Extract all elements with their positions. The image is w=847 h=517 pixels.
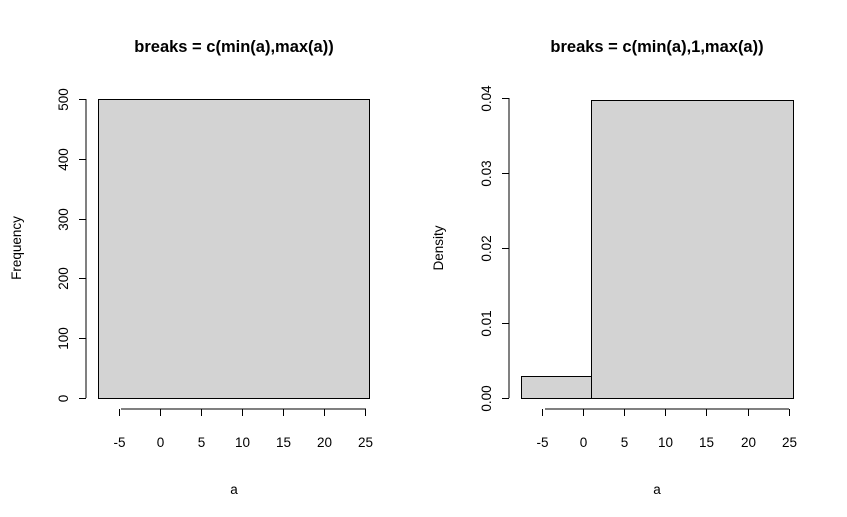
x-axis-label: a xyxy=(653,482,661,497)
y-axis-ticks: 0 100 200 300 400 500 xyxy=(56,88,86,402)
y-tick-label: 100 xyxy=(56,327,71,350)
y-tick-label: 0.02 xyxy=(479,235,494,261)
panel-frequency-histogram: breaks = c(min(a),max(a)) -5 0 5 10 15 20 25 0… xyxy=(9,38,373,497)
x-axis-ticks: -5 0 5 10 15 20 25 xyxy=(113,409,373,450)
bars xyxy=(98,99,370,399)
x-tick-label: 5 xyxy=(198,435,206,450)
histogram-bar xyxy=(98,99,370,399)
x-tick-label: 15 xyxy=(699,435,714,450)
y-tick-label: 0.01 xyxy=(479,310,494,336)
y-axis-label: Density xyxy=(431,225,446,270)
x-tick-label: 10 xyxy=(235,435,250,450)
y-tick-label: 400 xyxy=(56,148,71,171)
y-tick-label: 0 xyxy=(56,395,71,403)
y-tick-label: 0.00 xyxy=(479,385,494,411)
y-axis-ticks: 0.00 0.01 0.02 0.03 0.04 xyxy=(479,85,509,412)
y-tick-label: 300 xyxy=(56,208,71,231)
x-tick-label: 25 xyxy=(782,435,797,450)
y-tick-label: 200 xyxy=(56,267,71,290)
y-tick-label: 0.03 xyxy=(479,160,494,186)
x-tick-label: 25 xyxy=(358,435,373,450)
chart-title: breaks = c(min(a),max(a)) xyxy=(134,38,333,56)
y-axis-label: Frequency xyxy=(9,216,24,280)
x-tick-label: 20 xyxy=(741,435,756,450)
histogram-bar xyxy=(521,376,592,399)
chart-title: breaks = c(min(a),1,max(a)) xyxy=(550,38,763,56)
x-axis-ticks: -5 0 5 10 15 20 25 xyxy=(536,409,797,450)
panel-density-histogram: breaks = c(min(a),1,max(a)) -5 0 5 10 15 20 25… xyxy=(431,38,797,497)
x-tick-label: 15 xyxy=(276,435,291,450)
y-tick-label: 0.04 xyxy=(479,85,494,112)
x-tick-label: 0 xyxy=(157,435,165,450)
x-tick-label: -5 xyxy=(536,435,548,450)
x-tick-label: 20 xyxy=(317,435,332,450)
x-axis-label: a xyxy=(230,482,238,497)
x-tick-label: 10 xyxy=(658,435,673,450)
histogram-bar xyxy=(591,100,794,399)
y-tick-label: 500 xyxy=(56,88,71,111)
x-tick-label: -5 xyxy=(113,435,125,450)
x-tick-label: 0 xyxy=(580,435,588,450)
bars xyxy=(521,100,794,399)
x-tick-label: 5 xyxy=(621,435,629,450)
